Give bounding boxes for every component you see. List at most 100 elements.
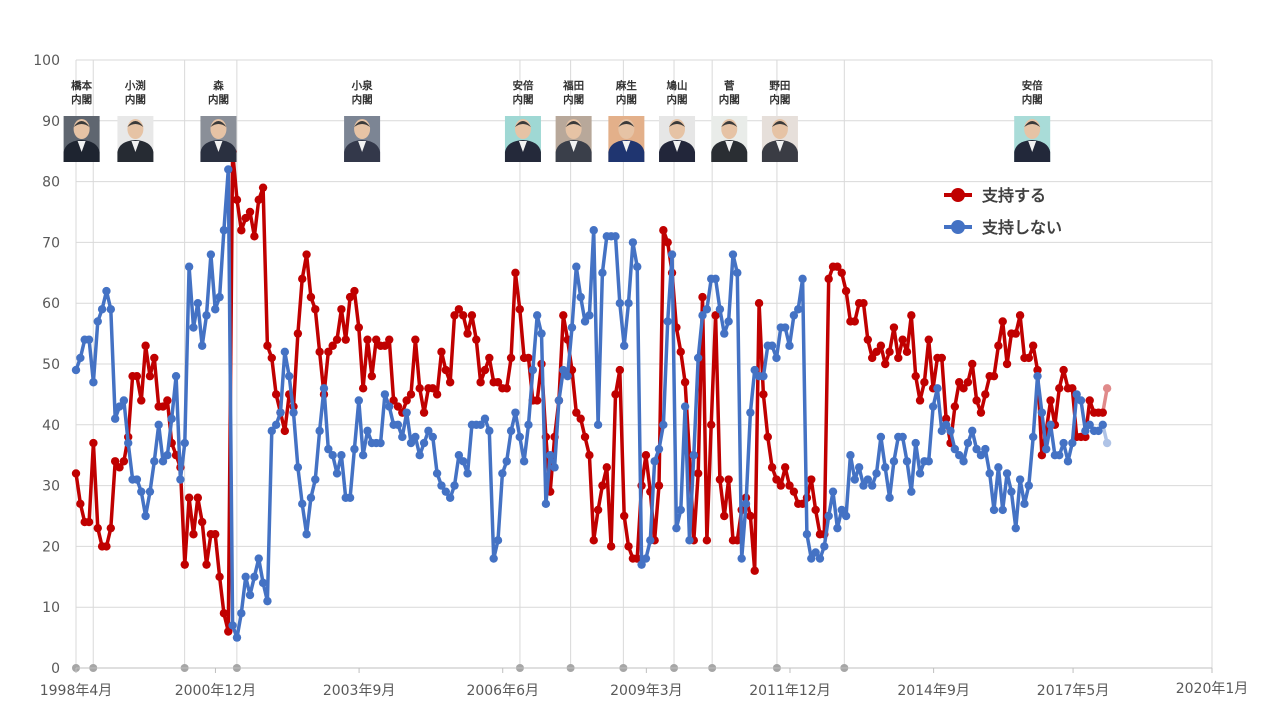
data-point-oppose [498, 469, 507, 478]
data-point-oppose [1020, 499, 1029, 509]
data-point-oppose [924, 457, 933, 466]
prime-minister-portrait-icon [117, 116, 154, 162]
data-point-oppose [398, 432, 407, 442]
data-point-oppose [611, 232, 620, 241]
cabinet-name: 鳩山 [667, 79, 688, 92]
data-point-support [911, 371, 920, 381]
data-point-support [271, 390, 281, 399]
data-point-oppose [850, 475, 859, 484]
cabinet-name: 内閣 [352, 93, 373, 106]
data-point-support [385, 335, 394, 344]
data-point-oppose [493, 536, 503, 545]
data-point-support [493, 378, 503, 387]
portrait-hair [73, 121, 90, 127]
data-point-oppose [402, 408, 411, 417]
cabinet-name: 内閣 [719, 93, 740, 106]
data-point-oppose [524, 420, 533, 429]
data-point-support [776, 481, 786, 490]
data-point-oppose [676, 505, 685, 515]
x-tick-label: 2003年9月 [323, 683, 396, 699]
data-point-support [189, 530, 198, 539]
data-point-oppose [950, 444, 960, 454]
cabinet-name: 福田 [562, 79, 584, 92]
data-point-support [102, 542, 111, 551]
data-point-oppose [554, 396, 564, 405]
cabinet-name: 森 [212, 79, 224, 92]
data-point-oppose [1081, 426, 1090, 436]
data-point-support [267, 353, 276, 363]
data-point-oppose [1037, 408, 1047, 417]
y-tick-label: 20 [42, 539, 60, 555]
data-point-oppose [228, 621, 237, 630]
data-point-oppose [794, 305, 803, 314]
y-tick-label: 40 [42, 418, 60, 434]
data-point-support [707, 420, 716, 429]
portrait-shirt [214, 141, 223, 152]
prime-minister-portrait-icon [504, 116, 541, 162]
data-point-oppose [619, 341, 629, 350]
data-point-support [263, 341, 272, 350]
data-point-support [593, 505, 603, 515]
data-point-oppose [311, 475, 320, 484]
data-point-support [463, 329, 472, 338]
data-point-oppose [119, 396, 129, 405]
data-point-support [941, 414, 951, 423]
data-point-oppose [302, 530, 311, 539]
data-point-oppose [241, 572, 250, 581]
data-point-oppose [1072, 390, 1081, 399]
data-point-support [232, 195, 242, 205]
portrait-shirt [622, 141, 631, 152]
data-point-oppose [720, 329, 729, 338]
data-point-support [254, 195, 263, 205]
data-point-support [746, 511, 755, 521]
y-tick-label: 30 [42, 479, 60, 495]
data-point-support [119, 457, 129, 466]
data-point-oppose [659, 420, 668, 429]
data-point-support [807, 475, 816, 484]
data-point-support [472, 335, 481, 344]
data-point-oppose [915, 469, 925, 478]
data-point-support [258, 183, 268, 192]
data-point-oppose [197, 341, 207, 350]
data-point-oppose [528, 365, 538, 375]
data-point-support [158, 402, 168, 411]
data-point-oppose [189, 323, 198, 332]
data-point-support [445, 378, 455, 387]
prime-minister-portrait-icon [555, 116, 592, 162]
data-point-oppose [485, 426, 494, 436]
data-point-support [1055, 384, 1064, 393]
data-point-oppose [780, 323, 790, 332]
data-point-oppose [506, 426, 516, 436]
portrait-shirt [77, 141, 86, 152]
data-point-oppose [902, 457, 912, 466]
data-point-oppose [419, 438, 429, 448]
data-point-support [602, 463, 611, 472]
data-point-support [450, 311, 459, 320]
data-point-oppose [145, 487, 155, 496]
portrait-hair [127, 121, 144, 127]
data-point-support [224, 627, 233, 636]
portrait-shirt [775, 141, 784, 152]
data-point-support [380, 341, 390, 350]
data-point-oppose [219, 226, 229, 235]
data-point-oppose [563, 371, 572, 381]
data-point-support [428, 384, 437, 393]
series [71, 147, 1112, 642]
data-point-oppose [354, 396, 363, 405]
data-point-support [280, 426, 290, 436]
data-point-oppose [898, 432, 907, 442]
data-point-support [341, 335, 350, 344]
data-point-oppose [985, 469, 994, 478]
data-point-oppose [519, 457, 529, 466]
data-point-oppose [859, 481, 868, 490]
data-point-support [889, 323, 899, 332]
cabinet-name: 内閣 [512, 93, 533, 106]
cabinet-name: 内閣 [1022, 93, 1043, 106]
data-point-oppose [202, 311, 211, 320]
data-point-oppose [293, 463, 303, 472]
axes: 0 10 20 30 40 50 60 70 80 90 100 1998年4月 2000年12月 200… [33, 53, 1248, 699]
y-tick-label: 50 [42, 357, 60, 373]
data-point-oppose [1046, 420, 1055, 429]
data-point-oppose [693, 353, 703, 363]
